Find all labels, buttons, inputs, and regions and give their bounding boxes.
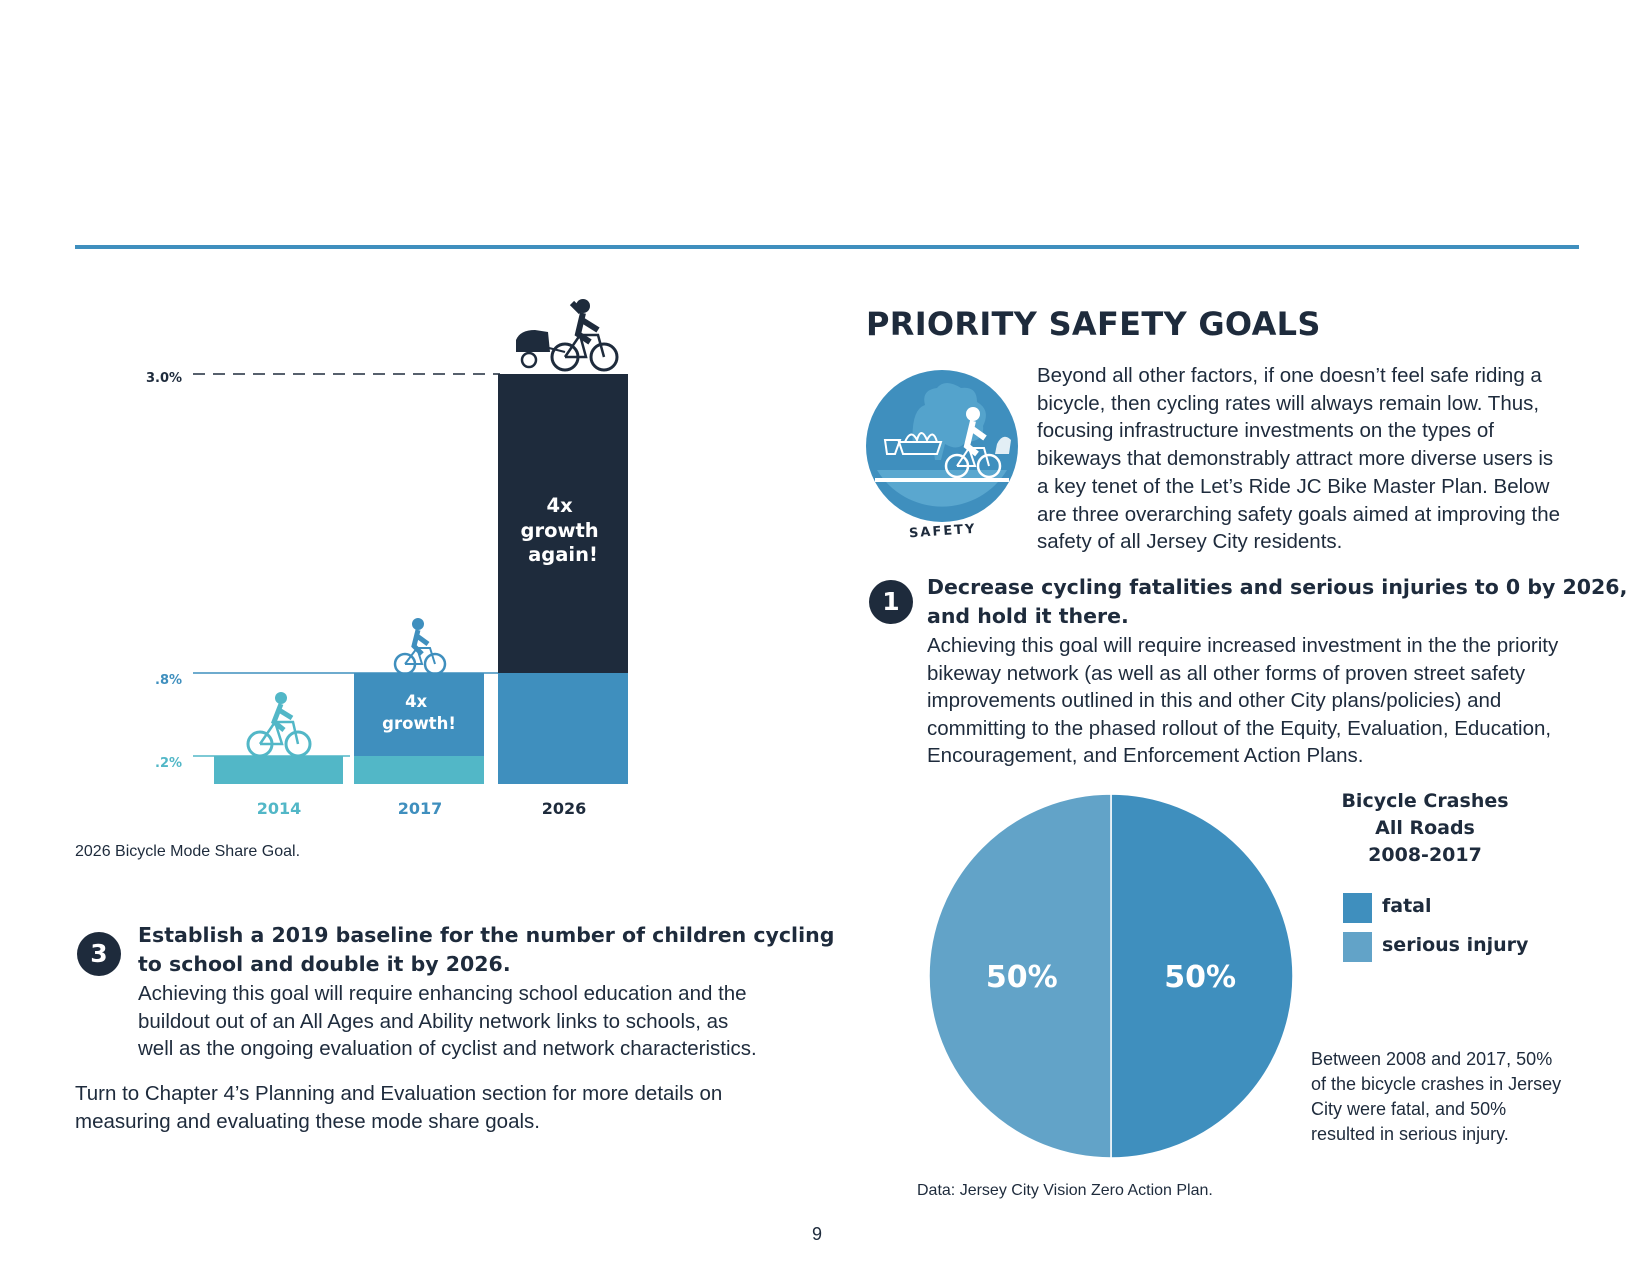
category-label-2014: 2014: [257, 799, 302, 818]
safety-icon-label: SAFETY: [909, 522, 977, 542]
annotation-2026: 4x growth again!: [521, 494, 606, 566]
goal-1-badge: 1: [869, 580, 913, 624]
goal-3-title-line1: Establish a 2019 baseline for the number…: [138, 923, 835, 947]
bar-2017-lower: [354, 756, 484, 784]
annotation-2026-line2: growth: [521, 519, 599, 542]
value-label-08pct: .8%: [155, 673, 182, 688]
annotation-2026-line3: again!: [528, 543, 598, 566]
legend-swatch-serious-injury: [1343, 932, 1372, 962]
chapter-note: Turn to Chapter 4’s Planning and Evaluat…: [75, 1080, 722, 1135]
legend-label-serious-injury: serious injury: [1382, 934, 1529, 956]
bar-chart-caption: 2026 Bicycle Mode Share Goal.: [75, 843, 301, 860]
bar-2026-lower: [498, 673, 628, 784]
chapter-note-line1: Turn to Chapter 4’s Planning and Evaluat…: [75, 1082, 723, 1105]
pie-note-line1: Between 2008 and 2017, 50%: [1311, 1049, 1553, 1069]
goal-1-title-line2: and hold it there.: [927, 604, 1129, 628]
bicycle-crashes-pie-chart: 50% 50%: [928, 793, 1294, 1159]
goal-1-title-line1: Decrease cycling fatalities and serious …: [927, 575, 1628, 599]
pie-legend-title: Bicycle Crashes All Roads 2008-2017: [1330, 788, 1520, 869]
goal-1-body-line1: Achieving this goal will require increas…: [927, 634, 1559, 657]
pie-note-line4: resulted in serious injury.: [1311, 1124, 1509, 1144]
cyclist-icon-2017: [393, 618, 447, 676]
safety-intro-line5: a key tenet of the Let’s Ride JC Bike Ma…: [1037, 474, 1550, 498]
safety-intro-line6: are three overarching safety goals aimed…: [1037, 502, 1561, 526]
pie-legend-title-line2: All Roads: [1375, 817, 1475, 839]
pie-value-label-fatal: 50%: [1164, 960, 1236, 995]
bar-2026-upper: [498, 374, 628, 673]
bar-2017-upper: [354, 673, 484, 756]
page-number: 9: [812, 1224, 823, 1244]
goal-3-title: Establish a 2019 baseline for the number…: [138, 921, 834, 979]
safety-icon: SAFETY: [866, 370, 1018, 542]
pie-value-label-serious-injury: 50%: [986, 960, 1058, 995]
pie-note: Between 2008 and 2017, 50% of the bicycl…: [1311, 1047, 1581, 1147]
category-label-2026: 2026: [542, 799, 587, 818]
header-rule: [75, 245, 1579, 249]
annotation-2017: 4x growth!: [382, 692, 456, 733]
value-label-3pct: 3.0%: [146, 371, 182, 386]
annotation-2026-line1: 4x: [547, 494, 574, 517]
pie-legend-title-line3: 2008-2017: [1368, 844, 1482, 866]
goal-3-body-line2: buildout out of an All Ages and Ability …: [138, 1009, 729, 1033]
pie-slice-fatal: [1110, 793, 1294, 1159]
chapter-note-line2: measuring and evaluating these mode shar…: [75, 1109, 540, 1133]
goal-1-title: Decrease cycling fatalities and serious …: [927, 573, 1627, 631]
section-heading: PRIORITY SAFETY GOALS: [866, 305, 1321, 343]
goal-1-body-line5: Encouragement, and Enforcement Action Pl…: [927, 744, 1364, 767]
legend-label-fatal: fatal: [1382, 895, 1432, 917]
goal-3-body-line1: Achieving this goal will require enhanci…: [138, 982, 747, 1005]
value-label-02pct: .2%: [155, 756, 182, 771]
bicycle-mode-share-chart: 3.0% .8% .2% 4x growth! 4x growth again!…: [146, 299, 628, 818]
goal-3-body-line3: well as the ongoing evaluation of cyclis…: [138, 1037, 757, 1060]
safety-intro-line1: Beyond all other factors, if one doesn’t…: [1037, 364, 1542, 387]
bar-2014: [214, 756, 343, 784]
annotation-2017-line1: 4x: [405, 692, 427, 711]
safety-intro-line2: bicycle, then cycling rates will always …: [1037, 391, 1540, 415]
safety-intro: Beyond all other factors, if one doesn’t…: [1037, 362, 1577, 556]
category-label-2017: 2017: [398, 799, 443, 818]
goal-1-body-line3: improvements outlined in this and other …: [927, 689, 1502, 712]
goal-3-badge: 3: [77, 932, 121, 976]
safety-intro-line3: focusing infrastructure investments on t…: [1037, 419, 1494, 443]
annotation-2017-line2: growth!: [382, 714, 456, 733]
pie-note-line2: of the bicycle crashes in Jersey: [1311, 1074, 1562, 1094]
safety-intro-line7: safety of all Jersey City residents.: [1037, 530, 1343, 554]
pie-note-line3: City were fatal, and 50%: [1311, 1099, 1507, 1119]
goal-1-body-line4: committing to the phased rollout of the …: [927, 716, 1552, 740]
pie-legend-title-line1: Bicycle Crashes: [1341, 790, 1509, 812]
goal-3-body: Achieving this goal will require enhanci…: [138, 980, 757, 1063]
cyclist-icon-2026: [516, 299, 619, 372]
goal-1-body: Achieving this goal will require increas…: [927, 632, 1558, 770]
goal-3-title-line2: to school and double it by 2026.: [138, 952, 511, 976]
cyclist-icon-2014: [246, 692, 312, 758]
pie-slice-serious-injury: [928, 793, 1112, 1159]
data-source: Data: Jersey City Vision Zero Action Pla…: [917, 1182, 1213, 1199]
safety-intro-line4: bikeways that demonstrably attract more …: [1037, 447, 1554, 471]
legend-swatch-fatal: [1343, 893, 1372, 923]
goal-1-body-line2: bikeway network (as well as all other fo…: [927, 661, 1526, 685]
